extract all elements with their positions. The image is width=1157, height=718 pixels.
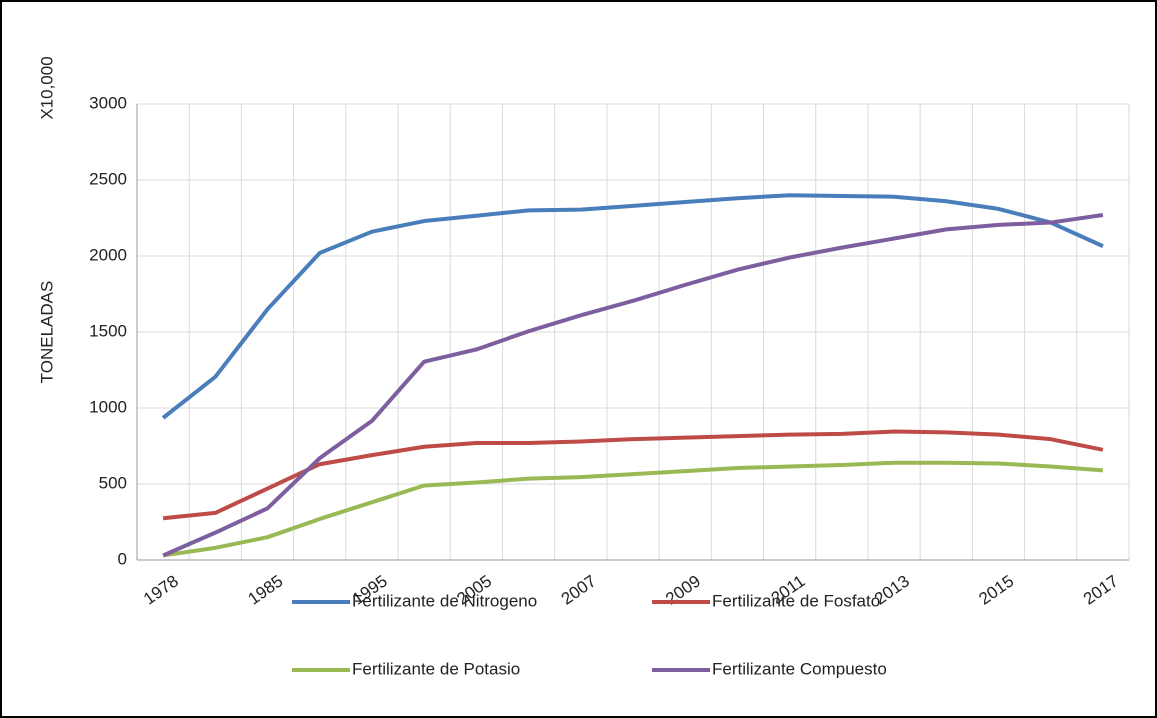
x-tick-label: 1985 bbox=[245, 571, 287, 608]
legend-label: Fertilizante Compuesto bbox=[712, 659, 887, 678]
series-line bbox=[161, 193, 1104, 420]
y-tick-label: 0 bbox=[118, 549, 127, 568]
legend-label: Fertilizante de Potasio bbox=[352, 659, 520, 678]
unit-label: X10,000 bbox=[37, 56, 56, 119]
y-tick-label: 2500 bbox=[89, 169, 127, 188]
y-axis-label: TONELADAS bbox=[37, 281, 56, 384]
y-tick-label: 1000 bbox=[89, 397, 127, 416]
y-tick-label: 1500 bbox=[89, 321, 127, 340]
x-tick-label: 2017 bbox=[1080, 571, 1122, 608]
x-tick-label: 2015 bbox=[975, 571, 1017, 608]
legend-label: Fertilizante de Fosfato bbox=[712, 591, 880, 610]
y-tick-label: 3000 bbox=[89, 93, 127, 112]
x-tick-label: 2007 bbox=[558, 571, 600, 608]
legend-label: Fertilizante de Nitrogeno bbox=[352, 591, 537, 610]
series-line bbox=[162, 212, 1104, 558]
y-tick-label: 2000 bbox=[89, 245, 127, 264]
y-tick-label: 500 bbox=[99, 473, 127, 492]
series-line bbox=[162, 460, 1104, 558]
x-tick-label: 1978 bbox=[140, 571, 182, 608]
series-line bbox=[162, 429, 1104, 521]
